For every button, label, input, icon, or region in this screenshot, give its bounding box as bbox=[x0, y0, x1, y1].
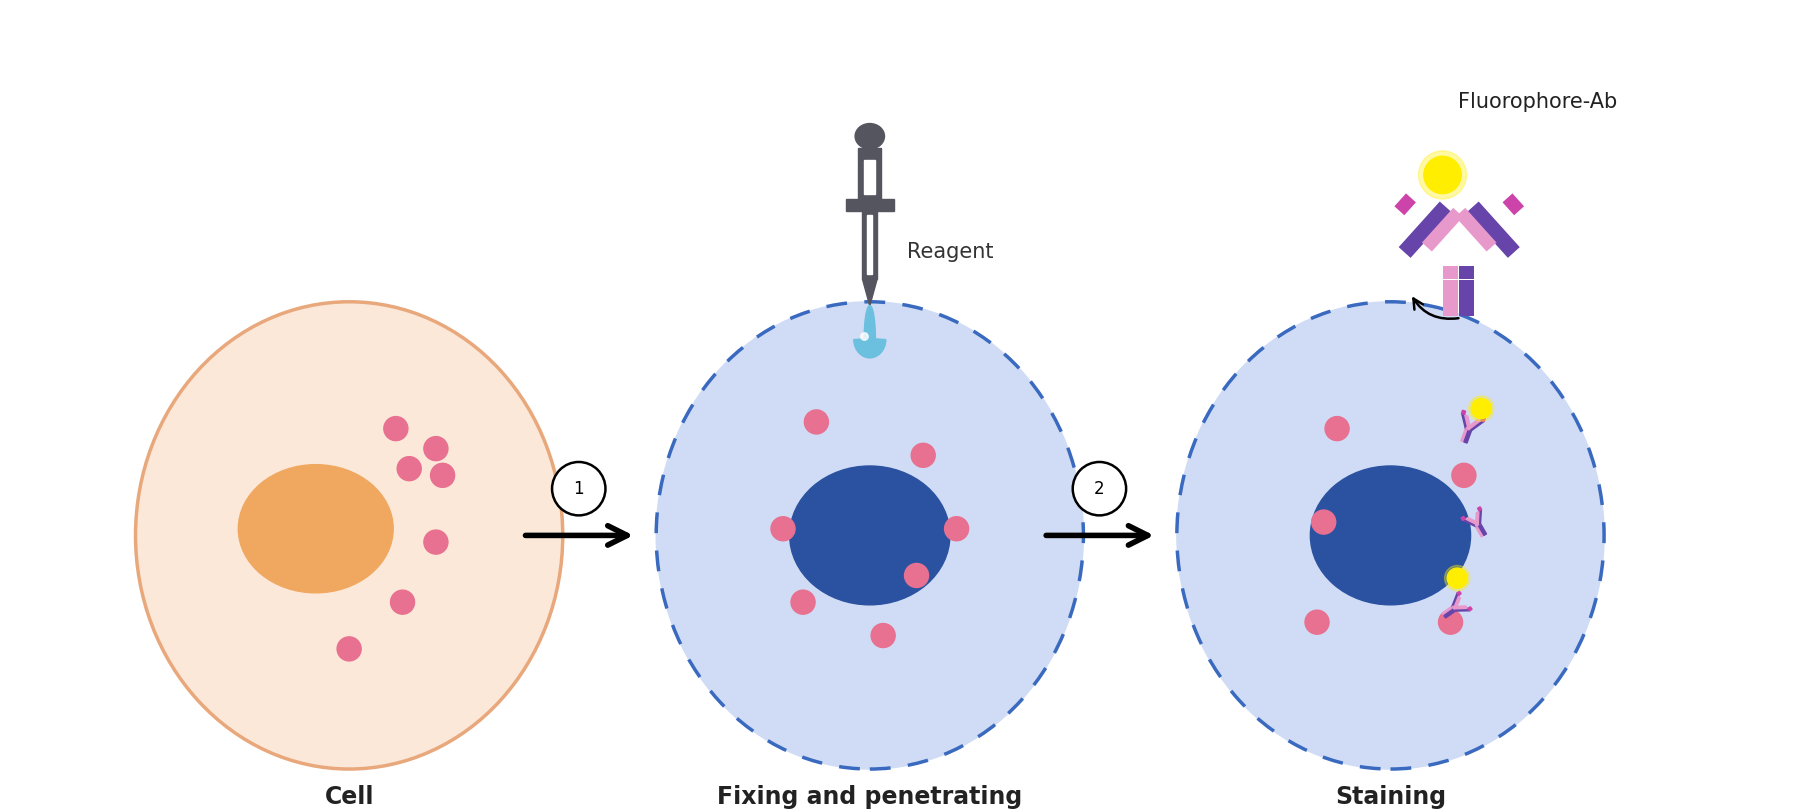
Polygon shape bbox=[1461, 516, 1465, 520]
Circle shape bbox=[391, 590, 414, 614]
Polygon shape bbox=[1454, 608, 1470, 611]
Circle shape bbox=[423, 437, 448, 460]
Ellipse shape bbox=[1311, 466, 1470, 605]
Polygon shape bbox=[1454, 595, 1460, 611]
Circle shape bbox=[1472, 399, 1492, 418]
Circle shape bbox=[904, 563, 929, 587]
Circle shape bbox=[1305, 610, 1329, 634]
Polygon shape bbox=[1458, 591, 1461, 595]
Circle shape bbox=[1468, 396, 1494, 421]
Polygon shape bbox=[1468, 607, 1472, 611]
Text: Reagent: Reagent bbox=[907, 243, 993, 262]
Polygon shape bbox=[1456, 208, 1497, 252]
FancyBboxPatch shape bbox=[862, 205, 877, 279]
Polygon shape bbox=[1461, 410, 1465, 414]
Polygon shape bbox=[853, 306, 886, 358]
Polygon shape bbox=[1481, 417, 1485, 421]
Circle shape bbox=[1072, 462, 1126, 515]
Polygon shape bbox=[1465, 518, 1481, 525]
Text: 2: 2 bbox=[1094, 480, 1104, 498]
Polygon shape bbox=[1443, 265, 1458, 279]
Circle shape bbox=[911, 443, 936, 468]
Circle shape bbox=[430, 464, 455, 487]
Circle shape bbox=[384, 417, 407, 441]
Polygon shape bbox=[862, 279, 877, 306]
Circle shape bbox=[871, 624, 895, 647]
Circle shape bbox=[861, 332, 868, 341]
Ellipse shape bbox=[1176, 302, 1605, 769]
Polygon shape bbox=[1477, 506, 1481, 510]
Polygon shape bbox=[1443, 280, 1458, 316]
Polygon shape bbox=[1452, 593, 1460, 608]
Circle shape bbox=[1325, 417, 1348, 441]
FancyBboxPatch shape bbox=[846, 199, 895, 211]
Polygon shape bbox=[1395, 193, 1416, 215]
Polygon shape bbox=[1452, 606, 1467, 609]
FancyBboxPatch shape bbox=[864, 160, 875, 193]
Circle shape bbox=[1452, 464, 1476, 487]
Circle shape bbox=[771, 517, 794, 540]
Ellipse shape bbox=[789, 466, 950, 605]
Polygon shape bbox=[1463, 519, 1477, 527]
Circle shape bbox=[945, 517, 968, 540]
Polygon shape bbox=[1461, 413, 1468, 430]
Ellipse shape bbox=[855, 124, 884, 149]
Circle shape bbox=[1447, 568, 1467, 588]
Circle shape bbox=[1312, 510, 1336, 534]
Polygon shape bbox=[1399, 201, 1452, 258]
Polygon shape bbox=[1442, 606, 1454, 616]
Text: 1: 1 bbox=[574, 480, 585, 498]
Circle shape bbox=[1424, 156, 1461, 193]
Circle shape bbox=[337, 637, 360, 661]
Polygon shape bbox=[1503, 193, 1524, 215]
Circle shape bbox=[805, 410, 828, 434]
Polygon shape bbox=[1468, 420, 1485, 430]
Polygon shape bbox=[1443, 608, 1456, 618]
Circle shape bbox=[1418, 151, 1467, 199]
FancyBboxPatch shape bbox=[859, 148, 880, 199]
Polygon shape bbox=[1476, 511, 1479, 527]
Polygon shape bbox=[1467, 201, 1520, 258]
Text: Fixing and penetrating: Fixing and penetrating bbox=[717, 785, 1022, 809]
Polygon shape bbox=[1460, 280, 1474, 316]
Text: Cell: Cell bbox=[325, 785, 375, 809]
Ellipse shape bbox=[656, 302, 1083, 769]
Circle shape bbox=[1445, 565, 1470, 591]
Ellipse shape bbox=[238, 464, 393, 593]
Circle shape bbox=[791, 590, 816, 614]
Polygon shape bbox=[1463, 430, 1472, 443]
Circle shape bbox=[398, 456, 421, 481]
Polygon shape bbox=[1465, 420, 1481, 430]
FancyBboxPatch shape bbox=[868, 215, 871, 273]
Polygon shape bbox=[1476, 525, 1485, 537]
Circle shape bbox=[552, 462, 606, 515]
Text: Staining: Staining bbox=[1336, 785, 1445, 809]
Circle shape bbox=[1438, 610, 1463, 634]
Ellipse shape bbox=[136, 302, 563, 769]
Text: Fluorophore-Ab: Fluorophore-Ab bbox=[1458, 91, 1617, 112]
Polygon shape bbox=[1461, 429, 1468, 442]
Polygon shape bbox=[1460, 265, 1474, 279]
Polygon shape bbox=[1465, 415, 1472, 430]
Circle shape bbox=[423, 530, 448, 554]
Polygon shape bbox=[1477, 509, 1481, 525]
Polygon shape bbox=[1422, 208, 1463, 252]
Polygon shape bbox=[1477, 523, 1486, 536]
